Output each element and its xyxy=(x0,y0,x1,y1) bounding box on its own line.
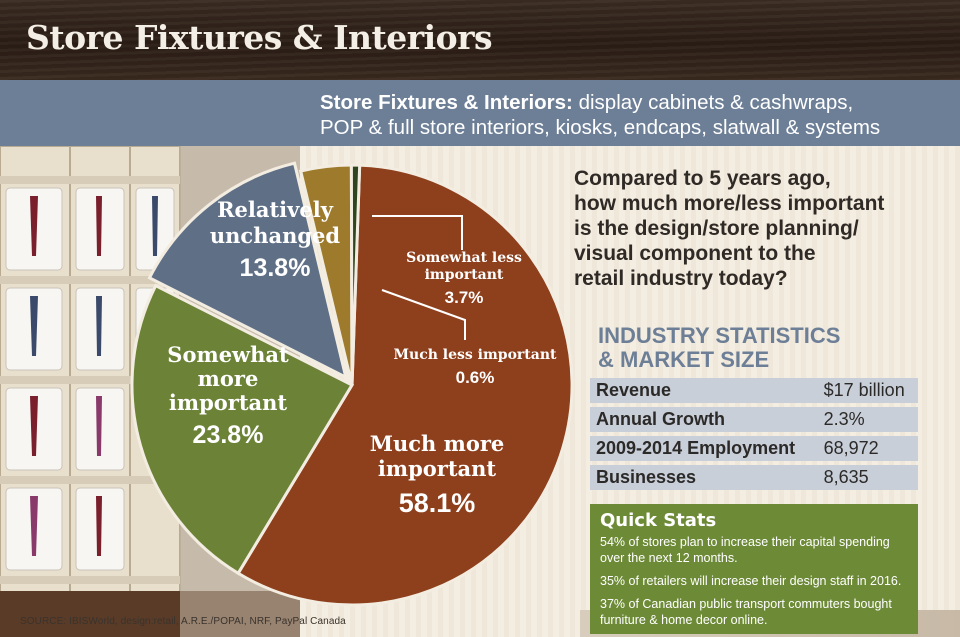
slice-label-much-more-line2: important xyxy=(378,456,497,481)
question-line: how much more/less important xyxy=(574,192,885,215)
subheader-bar xyxy=(0,80,960,146)
stat-label: 2009-2014 Employment xyxy=(590,436,818,461)
table-row: Annual Growth 2.3% xyxy=(590,407,918,432)
table-row: 2009-2014 Employment 68,972 xyxy=(590,436,918,461)
slice-value-much-more: 58.1% xyxy=(399,488,476,518)
slice-label-much-more-line1: Much more xyxy=(370,431,505,456)
question-line: is the design/store planning/ xyxy=(574,217,859,240)
slice-value-relatively-unchanged: 13.8% xyxy=(240,254,311,282)
stat-value: 8,635 xyxy=(817,465,918,490)
quick-stat-item: 37% of Canadian public transport commute… xyxy=(600,597,892,627)
slice-label-somewhat-more-line2: more xyxy=(198,366,259,391)
industry-stats-table: Revenue $17 billion Annual Growth 2.3% 2… xyxy=(590,374,918,494)
slice-label-somewhat-more-line3: important xyxy=(169,390,288,415)
pie-slice-much-more xyxy=(236,163,574,607)
stat-value: 68,972 xyxy=(817,436,918,461)
quick-stat-item: 54% of stores plan to increase their cap… xyxy=(600,535,890,565)
subheader-line2: POP & full store interiors, kiosks, endc… xyxy=(320,116,881,139)
question-line: retail industry today? xyxy=(574,267,788,290)
leader-line-somewhat-less xyxy=(372,215,463,250)
subheader-bold: Store Fixtures & Interiors: xyxy=(320,91,573,114)
stat-label: Annual Growth xyxy=(590,407,818,432)
industry-stats-title-line2: & MARKET SIZE xyxy=(598,347,770,372)
slice-label-relatively-unchanged-line1: Relatively xyxy=(217,197,334,222)
industry-stats-title-line1: INDUSTRY STATISTICS xyxy=(598,323,841,348)
industry-stats-title: INDUSTRY STATISTICS & MARKET SIZE xyxy=(598,324,898,372)
slice-value-somewhat-less: 3.7% xyxy=(445,288,484,307)
survey-question: Compared to 5 years ago, how much more/l… xyxy=(574,166,944,291)
slice-label-much-less: Much less important xyxy=(394,347,557,363)
quick-stats-box xyxy=(590,504,918,634)
slice-label-somewhat-less-line1: Somewhat less xyxy=(406,250,522,266)
subheader-line1: display cabinets & cashwraps, xyxy=(578,91,854,114)
question-line: Compared to 5 years ago, xyxy=(574,167,831,190)
stat-value: 2.3% xyxy=(817,407,918,432)
table-row: Businesses 8,635 xyxy=(590,465,918,490)
slice-label-somewhat-less-line2: important xyxy=(425,267,504,283)
source-note: SOURCE: IBISWorld, design:retail, A.R.E.… xyxy=(20,616,346,627)
pie-slice-much-less xyxy=(349,163,362,386)
leader-line-much-less xyxy=(381,289,466,340)
slice-label-somewhat-more-line1: Somewhat xyxy=(167,342,289,367)
slice-label-relatively-unchanged-line2: unchanged xyxy=(210,223,341,248)
stat-label: Businesses xyxy=(590,465,818,490)
quick-stats-title: Quick Stats xyxy=(600,510,717,531)
stat-value: $17 billion xyxy=(817,378,918,403)
stat-label: Revenue xyxy=(590,378,818,403)
quick-stat-item: 35% of retailers will increase their des… xyxy=(600,574,902,588)
page-title: Store Fixtures & Interiors xyxy=(26,18,493,57)
slice-value-somewhat-more: 23.8% xyxy=(193,421,264,449)
slice-value-much-less: 0.6% xyxy=(456,368,495,387)
pie-slice-relatively-unchanged xyxy=(147,161,349,380)
pie-slice-somewhat-more xyxy=(130,283,355,576)
table-row: Revenue $17 billion xyxy=(590,378,918,403)
header-banner xyxy=(0,0,960,80)
question-line: visual component to the xyxy=(574,242,816,265)
subheader-text: Store Fixtures & Interiors: display cabi… xyxy=(320,90,940,140)
